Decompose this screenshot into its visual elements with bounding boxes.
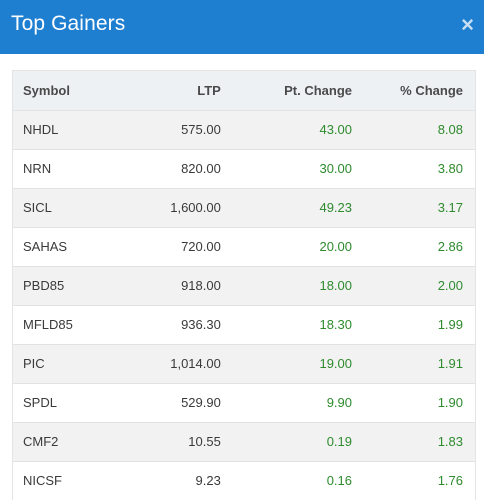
column-header-pt-change[interactable]: Pt. Change	[284, 82, 353, 98]
column-header-ltp[interactable]: LTP	[197, 82, 221, 98]
cell-symbol[interactable]: PBD85	[23, 278, 65, 293]
close-icon[interactable]: ×	[461, 12, 474, 37]
table-row[interactable]: SAHAS 720.00 20.00 2.86	[13, 227, 475, 266]
table-header: Symbol LTP Pt. Change % Change	[13, 71, 475, 110]
cell-pct-change: 1.76	[437, 473, 463, 489]
cell-ltp: 9.23	[195, 473, 221, 489]
cell-pct-change: 3.80	[437, 161, 463, 176]
cell-pct-change: 1.99	[437, 317, 463, 332]
cell-pt-change: 9.90	[326, 395, 353, 410]
cell-pct-change: 2.86	[437, 239, 463, 254]
table-row[interactable]: MFLD85 936.30 18.30 1.99	[13, 305, 475, 344]
cell-symbol[interactable]: SICL	[23, 200, 52, 215]
table-row[interactable]: SPDL 529.90 9.90 1.90	[13, 383, 475, 422]
top-gainers-table-container: Symbol LTP Pt. Change % Change NHDL 575.…	[12, 70, 476, 500]
column-header-pct-change[interactable]: % Change	[400, 82, 463, 98]
cell-ltp: 1,600.00	[170, 200, 221, 215]
cell-symbol[interactable]: MFLD85	[23, 317, 73, 332]
column-header-symbol[interactable]: Symbol	[23, 82, 70, 98]
cell-ltp: 918.00	[181, 278, 221, 293]
cell-symbol[interactable]: NICSF	[23, 473, 62, 489]
cell-pt-change: 30.00	[319, 161, 353, 176]
table-row[interactable]: NRN 820.00 30.00 3.80	[13, 149, 475, 188]
table-row[interactable]: CMF2 10.55 0.19 1.83	[13, 422, 475, 461]
cell-symbol[interactable]: NHDL	[23, 122, 59, 137]
cell-symbol[interactable]: SAHAS	[23, 239, 68, 254]
cell-ltp: 575.00	[181, 122, 221, 137]
cell-ltp: 529.90	[181, 395, 221, 410]
table-row[interactable]: PBD85 918.00 18.00 2.00	[13, 266, 475, 305]
cell-pct-change: 2.00	[437, 278, 463, 293]
cell-pt-change: 19.00	[319, 356, 353, 371]
cell-pt-change: 0.16	[326, 473, 353, 489]
dialog-title: Top Gainers	[11, 12, 126, 35]
cell-pct-change: 1.83	[437, 434, 463, 449]
cell-pct-change: 3.17	[437, 200, 463, 215]
cell-symbol[interactable]: CMF2	[23, 434, 59, 449]
table-row[interactable]: PIC 1,014.00 19.00 1.91	[13, 344, 475, 383]
cell-pct-change: 1.91	[437, 356, 463, 371]
cell-ltp: 820.00	[181, 161, 221, 176]
cell-pt-change: 18.30	[319, 317, 353, 332]
cell-ltp: 936.30	[181, 317, 221, 332]
cell-ltp: 10.55	[188, 434, 221, 449]
cell-pt-change: 18.00	[319, 278, 353, 293]
cell-ltp: 1,014.00	[170, 356, 221, 371]
cell-symbol[interactable]: NRN	[23, 161, 52, 176]
cell-pct-change: 1.90	[437, 395, 463, 410]
cell-pt-change: 43.00	[319, 122, 353, 137]
cell-symbol[interactable]: SPDL	[23, 395, 57, 410]
table-row[interactable]: NICSF 9.23 0.16 1.76	[13, 461, 475, 500]
dialog-header: Top Gainers ×	[0, 0, 484, 54]
cell-symbol[interactable]: PIC	[23, 356, 45, 371]
table-body: NHDL 575.00 43.00 8.08 NRN 820.00 30.00 …	[13, 110, 475, 500]
table-row[interactable]: NHDL 575.00 43.00 8.08	[13, 110, 475, 149]
cell-ltp: 720.00	[181, 239, 221, 254]
top-gainers-table: Symbol LTP Pt. Change % Change NHDL 575.…	[13, 71, 475, 500]
cell-pt-change: 0.19	[326, 434, 353, 449]
table-row[interactable]: SICL 1,600.00 49.23 3.17	[13, 188, 475, 227]
cell-pct-change: 8.08	[437, 122, 463, 137]
cell-pt-change: 49.23	[319, 200, 353, 215]
table-header-row: Symbol LTP Pt. Change % Change	[13, 71, 475, 110]
cell-pt-change: 20.00	[319, 239, 353, 254]
